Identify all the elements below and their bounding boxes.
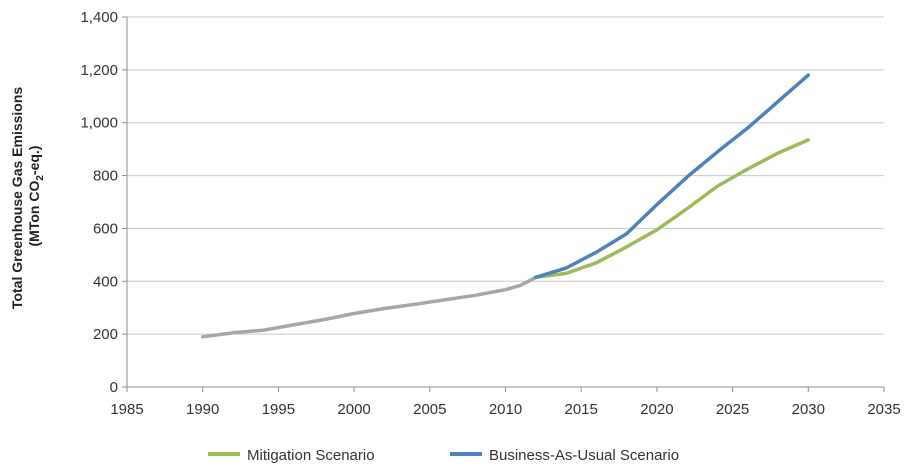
y-axis-title-line2-suffix: -eq.) (26, 146, 42, 176)
series-line-bau (534, 73, 811, 280)
y-axis-ticks: 0 200 400 600 800 1,000 1,200 1,400 (80, 9, 127, 396)
x-tick-label-2010: 2010 (489, 401, 522, 418)
x-tick-label-2015: 2015 (565, 401, 598, 418)
legend-label-mitigation: Mitigation Scenario (247, 447, 375, 464)
x-tick-label-2005: 2005 (413, 401, 446, 418)
x-tick-label-1985: 1985 (110, 401, 143, 418)
x-tick-label-2025: 2025 (716, 401, 749, 418)
x-tick-label-1995: 1995 (262, 401, 295, 418)
y-tick-label-400: 400 (93, 273, 118, 290)
y-tick-label-1000: 1,000 (80, 115, 118, 132)
x-tick-label-2035: 2035 (867, 401, 900, 418)
y-axis-title: Total Greenhouse Gas Emissions (MTon CO2… (9, 83, 46, 309)
x-tick-label-2020: 2020 (640, 401, 673, 418)
x-tick-label-2000: 2000 (337, 401, 370, 418)
y-tick-label-0: 0 (110, 379, 118, 396)
legend: Mitigation Scenario Business-As-Usual Sc… (208, 447, 679, 464)
series-line-mitigation (534, 138, 811, 280)
y-axis-title-line1: Total Greenhouse Gas Emissions (9, 87, 25, 309)
y-tick-label-200: 200 (93, 326, 118, 343)
y-tick-label-800: 800 (93, 168, 118, 185)
y-axis-title-line2-prefix: (MTon CO (26, 181, 42, 247)
legend-label-bau: Business-As-Usual Scenario (489, 447, 679, 464)
x-tick-label-2030: 2030 (792, 401, 825, 418)
y-tick-label-1200: 1,200 (80, 62, 118, 79)
x-axis-ticks: 1985 1990 1995 2000 2005 2010 2015 2020 2025 2030… (110, 387, 901, 418)
series-line-historical (200, 275, 538, 339)
series-lines (200, 73, 811, 339)
y-axis-title-subscript: 2 (35, 175, 46, 181)
y-tick-label-1400: 1,400 (80, 9, 118, 26)
x-tick-label-1990: 1990 (186, 401, 219, 418)
y-tick-label-600: 600 (93, 220, 118, 237)
gridlines (127, 16, 884, 335)
